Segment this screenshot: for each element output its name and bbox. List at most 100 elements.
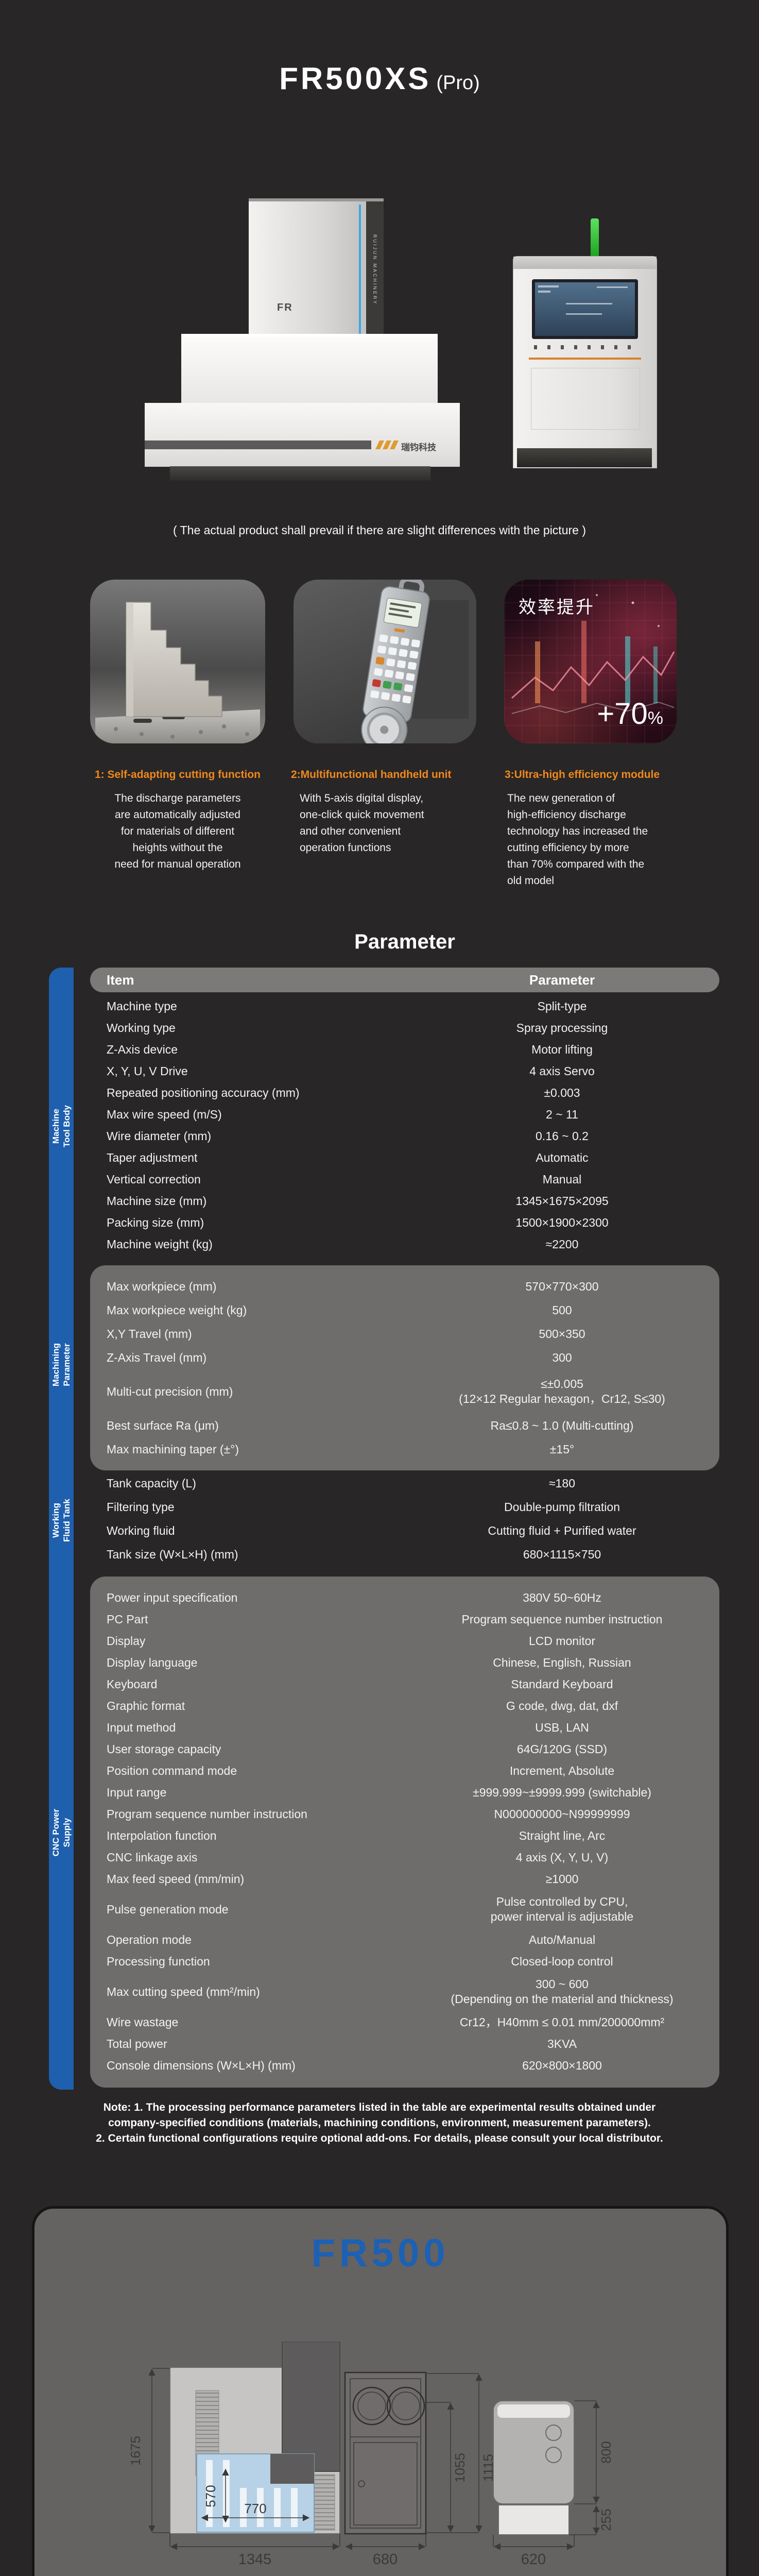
param-item-label: Display language bbox=[107, 1655, 198, 1669]
param-item-label: Machine type bbox=[107, 999, 177, 1013]
param-item-label: Input method bbox=[107, 1720, 176, 1734]
param-row: Console dimensions (W×L×H) (mm) 620×800×1… bbox=[90, 2055, 719, 2076]
text-line: company-specified conditions (materials,… bbox=[108, 2117, 651, 2129]
table-header: Item Parameter bbox=[90, 968, 719, 992]
param-value: Chinese, English, Russian bbox=[493, 1655, 631, 1669]
param-row: Pulse generation mode Pulse controlled by… bbox=[90, 1890, 719, 1929]
text-line: With 5-axis digital display, bbox=[300, 792, 424, 804]
param-value: ≈2200 bbox=[545, 1237, 579, 1251]
param-item-label: Max feed speed (mm/min) bbox=[107, 1872, 245, 1886]
console-cabinet-door bbox=[531, 368, 640, 430]
sidebar-label-working-fluid-tank: Working Fluid Tank bbox=[51, 1499, 72, 1542]
machine-plinth bbox=[170, 466, 430, 481]
machine-base-brand: 瑞钧科技 bbox=[401, 443, 436, 452]
param-row: Input range ±999.999~±9999.999 (switchabl… bbox=[90, 1782, 719, 1803]
param-item-label: User storage capacity bbox=[107, 1742, 221, 1756]
dim-console-depth: 800 bbox=[598, 2441, 614, 2463]
feature-title-2: 2:Multifunctional handheld unit bbox=[291, 769, 452, 781]
param-item-label: Processing function bbox=[107, 1954, 210, 1968]
param-row: Multi-cut precision (mm) ≤±0.005 (12×12 Re… bbox=[90, 1369, 719, 1414]
param-row: Wire wastage Cr12，H40mm ≤ 0.01 mm/200000m… bbox=[90, 2011, 719, 2033]
feature-body-1: The discharge parameters are automaticall… bbox=[93, 790, 263, 873]
param-row: Max workpiece weight (kg) 500 bbox=[90, 1298, 719, 1322]
param-value: Ra≤0.8 ~ 1.0 (Multi-cutting) bbox=[490, 1418, 634, 1432]
param-value: 1345×1675×2095 bbox=[515, 1194, 609, 1208]
param-item-label: Z-Axis device bbox=[107, 1042, 178, 1056]
top-view-dimension-lines bbox=[148, 2368, 600, 2550]
param-item-label: Power input specification bbox=[107, 1590, 238, 1604]
param-item-label: Wire wastage bbox=[107, 2015, 179, 2029]
efficiency-graph-art bbox=[511, 594, 675, 714]
dim-machine-width: 1345 bbox=[238, 2551, 272, 2568]
machine-wire-tower: RUIJUN MACHINERY FR bbox=[249, 198, 384, 338]
param-row: Interpolation function Straight line, Arc bbox=[90, 1825, 719, 1846]
param-row: Z-Axis Travel (mm) 300 bbox=[90, 1346, 719, 1369]
dim-tank-width: 680 bbox=[373, 2551, 398, 2568]
product-name: FR500XS bbox=[279, 61, 432, 96]
table-header-item: Item bbox=[107, 972, 134, 988]
feature-image-self-adapting bbox=[90, 580, 265, 743]
param-value: 4 axis (X, Y, U, V) bbox=[515, 1850, 609, 1864]
feature-body-2: With 5-axis digital display, one-click qu… bbox=[300, 790, 424, 856]
param-item-label: Working fluid bbox=[107, 1523, 175, 1537]
text-line: old model bbox=[507, 875, 555, 887]
disclaimer-text: ( The actual product shall prevail if th… bbox=[173, 523, 586, 537]
param-row: Tank capacity (L) ≈180 bbox=[90, 1471, 719, 1495]
product-hero-image: RUIJUN MACHINERY FR 瑞钧科技 bbox=[0, 155, 759, 495]
param-row: Graphic format G code, dwg, dat, dxf bbox=[90, 1695, 719, 1717]
handheld-controller-photo bbox=[361, 580, 476, 743]
param-item-label: Max wire speed (m/S) bbox=[107, 1107, 222, 1121]
param-row: Operation mode Auto/Manual bbox=[90, 1929, 719, 1951]
param-item-label: Graphic format bbox=[107, 1699, 185, 1713]
sidebar-label-machining-parameter: Machining Parameter bbox=[51, 1343, 72, 1387]
param-item-label: Position command mode bbox=[107, 1764, 237, 1777]
param-row: Max wire speed (m/S) 2 ~ 11 bbox=[90, 1104, 719, 1125]
param-value: Motor lifting bbox=[531, 1042, 593, 1056]
machine-base-stripe: 瑞钧科技 bbox=[145, 440, 460, 452]
param-value: G code, dwg, dat, dxf bbox=[506, 1699, 618, 1713]
text-line: The discharge parameters bbox=[114, 792, 241, 804]
feature-title-1: 1: Self-adapting cutting function bbox=[95, 769, 261, 781]
param-value: LCD monitor bbox=[528, 1634, 596, 1648]
param-row: Display language Chinese, English, Russia… bbox=[90, 1652, 719, 1673]
text-line: high-efficiency discharge bbox=[507, 809, 626, 821]
param-item-label: Filtering type bbox=[107, 1500, 175, 1514]
text-line: technology has increased the bbox=[507, 825, 648, 837]
param-row: Position command mode Increment, Absolute bbox=[90, 1760, 719, 1782]
param-item-label: CNC linkage axis bbox=[107, 1850, 198, 1864]
param-row: Max workpiece (mm) 570×770×300 bbox=[90, 1275, 719, 1298]
efficiency-number: +70 bbox=[597, 697, 648, 731]
param-item-label: Best surface Ra (μm) bbox=[107, 1418, 219, 1432]
sidebar-label-machine-tool-body: Machine Tool Body bbox=[51, 1105, 72, 1147]
product-suffix: (Pro) bbox=[436, 72, 480, 94]
param-value: N000000000~N99999999 bbox=[494, 1807, 630, 1821]
param-value: Automatic bbox=[536, 1150, 589, 1164]
param-row: User storage capacity 64G/120G (SSD) bbox=[90, 1738, 719, 1760]
stepped-workpiece-photo bbox=[95, 602, 260, 743]
table-notes: Note: 1. The processing performance para… bbox=[0, 2100, 759, 2146]
param-value: 3KVA bbox=[547, 2037, 577, 2050]
param-item-label: Packing size (mm) bbox=[107, 1215, 204, 1229]
control-console bbox=[513, 256, 657, 468]
text-line: operation functions bbox=[300, 842, 391, 854]
table-sidebar bbox=[49, 968, 74, 2090]
text-line: heights without the bbox=[132, 842, 223, 854]
param-row: Filtering type Double-pump filtration bbox=[90, 1495, 719, 1519]
text-line: Note: 1. The processing performance para… bbox=[103, 2102, 656, 2113]
param-item-label: Input range bbox=[107, 1785, 167, 1799]
param-item-label: Tank capacity (L) bbox=[107, 1476, 196, 1490]
param-value: 1500×1900×2300 bbox=[515, 1215, 609, 1229]
param-row: Input method USB, LAN bbox=[90, 1717, 719, 1738]
param-item-label: Z-Axis Travel (mm) bbox=[107, 1350, 207, 1364]
feature-title-3: 3:Ultra-high efficiency module bbox=[505, 769, 660, 781]
console-screen bbox=[532, 279, 638, 339]
feature-image-handheld-unit bbox=[294, 580, 476, 743]
param-value: Split-type bbox=[537, 999, 587, 1013]
feature-image-efficiency: 效率提升 +70% bbox=[504, 580, 677, 743]
efficiency-percent-sign: % bbox=[647, 708, 663, 728]
param-item-label: Interpolation function bbox=[107, 1828, 217, 1842]
param-value: 680×1115×750 bbox=[523, 1547, 601, 1561]
text-line: The new generation of bbox=[507, 792, 615, 804]
param-value: ≈180 bbox=[549, 1476, 575, 1490]
